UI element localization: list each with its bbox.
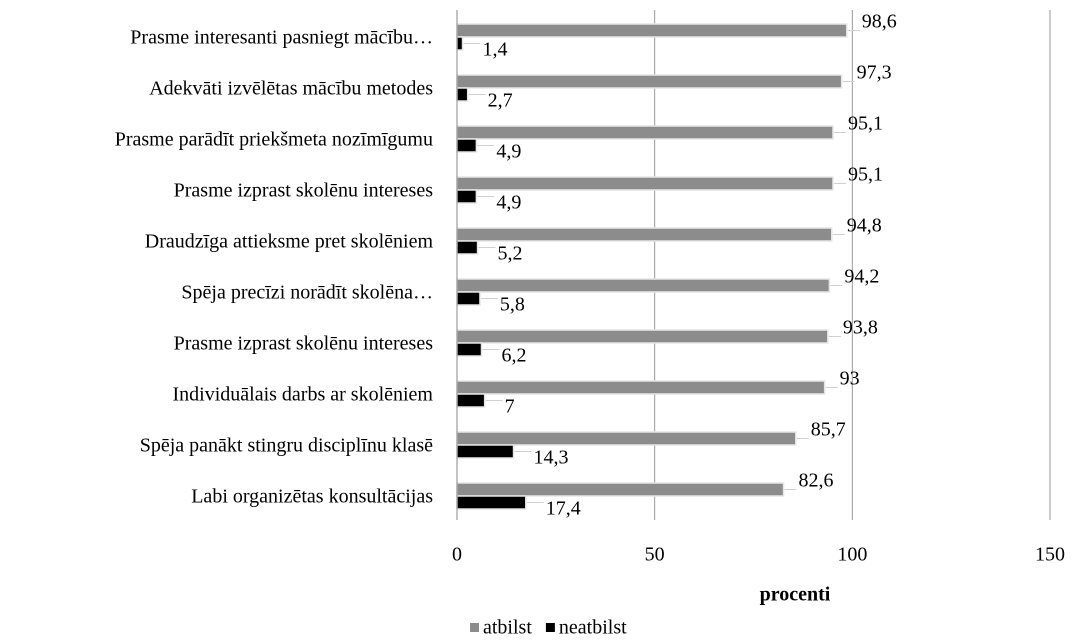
y-tick-label: Draudzīga attieksme pret skolēniem [145, 231, 434, 253]
data-label: 1,4 [483, 39, 508, 61]
bar [456, 380, 826, 395]
bar [456, 36, 464, 51]
bar [456, 138, 478, 153]
bar [456, 291, 481, 306]
y-tick-label: Prasme izprast skolēnu intereses [174, 333, 434, 355]
data-label: 5,8 [500, 294, 525, 316]
data-label: 82,6 [799, 470, 834, 492]
data-label: 93 [840, 368, 860, 390]
data-label: 7 [505, 396, 515, 418]
data-label: 85,7 [811, 419, 846, 441]
y-tick-label: Labi organizētas konsultācijas [191, 486, 433, 508]
data-label: 95,1 [848, 113, 883, 135]
bar [456, 342, 483, 357]
bar [456, 393, 486, 408]
data-label: 14,3 [534, 447, 569, 469]
data-label: 4,9 [496, 192, 521, 214]
bar [456, 125, 834, 140]
data-label: 4,9 [496, 141, 521, 163]
legend-swatch [545, 623, 555, 632]
data-label: 6,2 [502, 345, 527, 367]
data-label: 2,7 [488, 90, 513, 112]
bar [456, 87, 469, 102]
bar [456, 240, 479, 255]
bar [456, 329, 829, 344]
y-tick-label: Spēja precīzi norādīt skolēna… [181, 282, 433, 304]
y-tick-label: Spēja panākt stingru disciplīnu klasē [140, 435, 433, 457]
x-tick-label: 0 [452, 544, 462, 566]
legend-label: neatbilst [559, 617, 627, 639]
legend-label: atbilst [483, 617, 532, 639]
data-label: 95,1 [848, 164, 883, 186]
data-label: 98,6 [862, 11, 897, 33]
bar [456, 176, 834, 191]
x-tick-label: 150 [1035, 544, 1065, 566]
x-tick-label: 100 [837, 544, 867, 566]
data-label: 94,2 [844, 266, 879, 288]
bar [456, 74, 843, 89]
bar [456, 495, 527, 510]
x-tick-label: 50 [645, 544, 665, 566]
bar [456, 482, 785, 497]
bar [456, 23, 848, 38]
y-tick-label: Prasme izprast skolēnu intereses [174, 180, 434, 202]
y-tick-label: Adekvāti izvēlētas mācību metodes [149, 78, 433, 100]
bar [456, 278, 831, 293]
legend-swatch [470, 623, 479, 632]
x-axis-title: procenti [760, 584, 831, 606]
y-tick-label: Individuālais darbs ar skolēniem [173, 384, 434, 406]
bar [456, 431, 797, 446]
bar [456, 444, 515, 459]
data-label: 5,2 [498, 243, 523, 265]
data-label: 97,3 [857, 62, 892, 84]
data-label: 94,8 [847, 215, 882, 237]
bar [456, 227, 833, 242]
bar [456, 189, 478, 204]
data-label: 93,8 [843, 317, 878, 339]
y-tick-label: Prasme parādīt priekšmeta nozīmīgumu [115, 129, 433, 151]
data-label: 17,4 [546, 498, 581, 520]
y-tick-label: Prasme interesanti pasniegt mācību… [130, 27, 433, 49]
